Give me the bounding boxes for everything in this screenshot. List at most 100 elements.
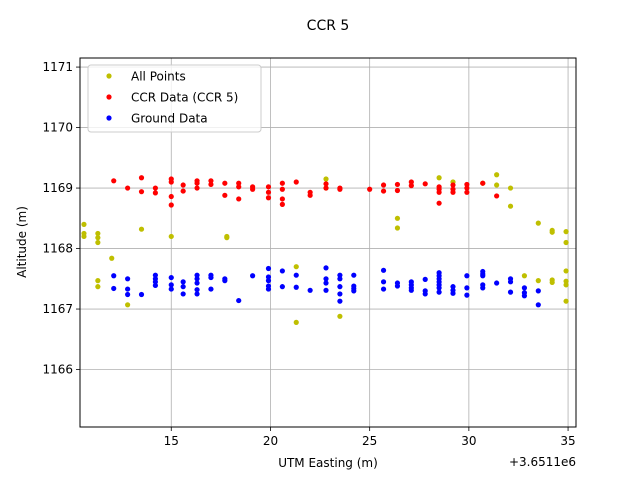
- data-point-series-1: [138, 189, 145, 195]
- data-point-series-2: [152, 279, 158, 285]
- data-point-series-1: [138, 175, 145, 181]
- x-tick-label: 35: [560, 434, 575, 448]
- data-point-series-1: [279, 180, 285, 186]
- data-point-series-2: [323, 280, 329, 286]
- data-point-series-0: [563, 298, 569, 304]
- data-point-series-1: [464, 181, 470, 188]
- data-point-series-1: [323, 181, 329, 187]
- data-points: [81, 172, 569, 325]
- data-point-series-2: [265, 265, 272, 272]
- data-point-series-1: [367, 186, 373, 192]
- data-point-series-1: [436, 189, 442, 195]
- data-point-series-0: [293, 264, 299, 270]
- data-point-series-0: [95, 239, 101, 246]
- data-point-series-2: [125, 276, 131, 282]
- y-tick-label: 1168: [42, 242, 73, 256]
- data-point-series-2: [450, 284, 456, 290]
- data-point-series-0: [95, 235, 101, 241]
- data-point-series-1: [168, 179, 174, 185]
- legend-marker-series-2: [106, 115, 112, 121]
- y-tick-label: 1169: [42, 181, 73, 195]
- data-point-series-2: [152, 272, 158, 278]
- data-point-series-0: [549, 229, 555, 235]
- data-point-series-1: [194, 180, 200, 186]
- data-point-series-2: [521, 293, 528, 299]
- data-point-series-0: [168, 233, 174, 240]
- data-point-series-2: [464, 292, 470, 298]
- data-point-series-2: [323, 265, 329, 271]
- data-point-series-1: [265, 195, 272, 201]
- data-point-series-2: [521, 285, 528, 291]
- data-point-series-2: [380, 267, 387, 273]
- data-point-series-0: [138, 226, 145, 232]
- data-point-series-2: [293, 284, 299, 290]
- x-tick-label: 15: [164, 434, 179, 448]
- data-point-series-2: [168, 274, 174, 281]
- plot-frame: [79, 57, 577, 428]
- x-tick-label: 25: [362, 434, 377, 448]
- y-tick-label: 1166: [42, 363, 73, 377]
- data-point-series-1: [180, 188, 186, 194]
- data-point-series-2: [507, 279, 514, 285]
- data-point-series-2: [507, 289, 514, 295]
- y-tick-label: 1171: [42, 60, 73, 74]
- data-point-series-2: [480, 285, 486, 291]
- data-point-series-1: [222, 192, 228, 198]
- data-point-series-1: [279, 196, 285, 202]
- data-point-series-2: [222, 278, 228, 284]
- data-point-series-2: [337, 276, 343, 282]
- data-point-series-0: [494, 182, 500, 188]
- data-point-series-2: [279, 284, 285, 290]
- data-point-series-2: [194, 272, 200, 278]
- data-point-series-2: [279, 268, 285, 274]
- data-point-series-1: [265, 189, 272, 195]
- data-point-series-2: [480, 273, 486, 279]
- data-point-series-0: [563, 229, 569, 235]
- data-point-series-1: [265, 184, 272, 190]
- data-point-series-2: [138, 291, 145, 298]
- data-point-series-1: [408, 179, 414, 185]
- data-point-series-1: [208, 181, 214, 188]
- data-point-series-2: [323, 276, 329, 282]
- data-point-series-0: [81, 221, 87, 227]
- data-point-series-1: [464, 189, 470, 195]
- data-point-series-0: [535, 278, 541, 284]
- data-point-series-1: [152, 185, 158, 191]
- data-point-series-0: [394, 215, 401, 221]
- data-point-series-2: [125, 286, 131, 292]
- x-axis-label: UTM Easting (m): [278, 456, 378, 470]
- data-point-series-0: [563, 278, 569, 284]
- data-point-series-1: [180, 182, 186, 188]
- data-point-series-1: [494, 193, 500, 199]
- data-point-series-1: [279, 201, 285, 207]
- data-point-series-0: [436, 175, 442, 181]
- data-point-series-2: [250, 273, 256, 279]
- data-point-series-2: [494, 280, 500, 286]
- data-point-series-1: [168, 202, 174, 208]
- data-point-series-2: [535, 288, 541, 294]
- data-point-series-2: [125, 291, 131, 298]
- data-point-series-2: [236, 297, 242, 304]
- chart-title: CCR 5: [307, 18, 350, 34]
- data-point-series-0: [563, 239, 569, 246]
- data-point-series-2: [436, 285, 442, 291]
- data-point-series-2: [464, 273, 470, 279]
- data-point-series-2: [194, 287, 200, 293]
- data-point-series-1: [436, 200, 442, 206]
- data-point-series-1: [236, 196, 242, 202]
- data-point-series-2: [436, 289, 442, 295]
- data-point-series-0: [507, 203, 514, 209]
- y-axis-label: Altitude (m): [15, 206, 29, 278]
- data-point-series-1: [194, 185, 200, 191]
- data-point-series-1: [307, 192, 313, 198]
- data-point-series-0: [95, 230, 101, 237]
- data-point-series-1: [464, 185, 470, 191]
- legend-box: [87, 64, 262, 133]
- data-point-series-2: [535, 302, 541, 308]
- data-point-series-2: [180, 284, 186, 290]
- legend-marker-series-1: [106, 94, 112, 100]
- data-point-series-0: [521, 273, 528, 279]
- data-point-series-0: [563, 282, 569, 288]
- data-point-series-0: [95, 278, 101, 284]
- data-point-series-0: [95, 284, 101, 290]
